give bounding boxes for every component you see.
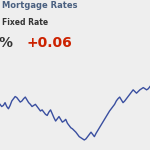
Text: %: % (0, 36, 12, 50)
Text: Fixed Rate: Fixed Rate (2, 18, 48, 27)
Text: +0.06: +0.06 (27, 36, 73, 50)
Text: Mortgage Rates: Mortgage Rates (2, 2, 77, 10)
